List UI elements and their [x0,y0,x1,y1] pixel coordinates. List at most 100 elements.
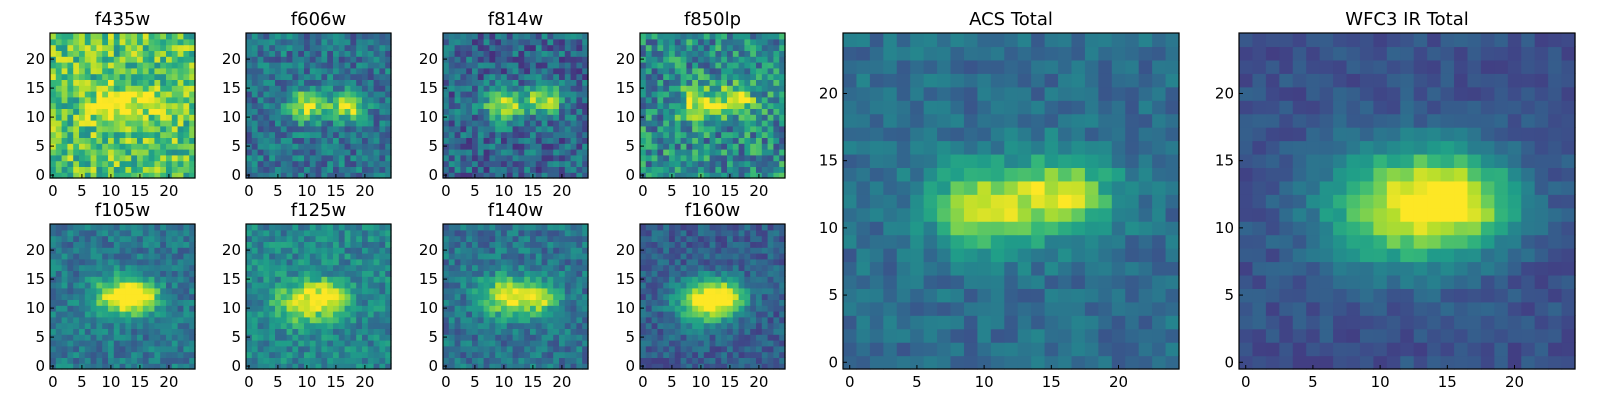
heatmap-cell [483,247,490,254]
heatmap-cell [680,137,687,144]
heatmap-cell [102,166,109,173]
heatmap-cell [280,67,288,75]
heatmap-cell [692,67,699,75]
heatmap-cell [686,33,693,40]
heatmap-cell [547,276,554,283]
heatmap-cell [183,253,190,260]
heatmap-cell [495,322,502,329]
heatmap-cell [477,351,485,358]
heatmap-cell [576,120,583,127]
heatmap-cell [50,287,57,295]
heatmap-cell [102,305,109,312]
heatmap-cell [286,334,293,341]
heatmap-cell [356,85,363,92]
heatmap-cell [61,322,68,329]
heatmap-cell [564,154,572,162]
heatmap-cell [559,73,566,80]
heatmap-cell [119,154,126,162]
heatmap-cell [67,299,74,306]
heatmap-cell [721,143,728,150]
heatmap-cell [304,258,311,266]
heatmap-cell [483,160,490,167]
heatmap-cell [570,137,577,144]
heatmap-cell [350,143,357,150]
heatmap-cell [362,125,369,133]
heatmap-cell [246,33,253,40]
heatmap-cell [373,125,380,133]
heatmap-cell [680,322,687,329]
heatmap-cell [350,305,357,312]
heatmap-cell [448,264,456,271]
heatmap-cell [154,114,161,121]
heatmap-cell [686,172,693,179]
heatmap-cell [553,340,560,347]
heatmap-cell [79,345,86,353]
heatmap-cell [692,322,699,329]
heatmap-cell [756,44,763,51]
heatmap-cell [327,299,334,306]
heatmap-cell [367,305,375,312]
heatmap-cell [102,322,109,329]
heatmap-cell [166,50,173,57]
heatmap-cell [379,172,386,179]
heatmap-cell [142,166,150,173]
heatmap-cell [257,149,264,156]
heatmap-cell [131,276,138,283]
heatmap-cell [518,120,525,127]
heatmap-cell [657,102,664,109]
heatmap-cell [338,345,346,353]
heatmap-cell [582,224,589,231]
heatmap-cell [709,316,716,324]
heatmap-cell [385,73,392,80]
heatmap-cell [148,276,155,283]
heatmap-cell [779,160,786,167]
heatmap-cell [385,172,392,179]
heatmap-cell [732,62,740,69]
heatmap-cell [50,282,57,289]
heatmap-cell [698,340,705,347]
heatmap-cell [738,340,745,347]
heatmap-cell [541,73,548,80]
y-tick-label: 0 [428,357,438,375]
heatmap-cell [304,282,311,289]
heatmap-cell [582,114,589,121]
heatmap-cell [177,235,184,242]
heatmap-cell [553,357,560,364]
heatmap-cell [125,33,132,40]
heatmap-cell [698,282,705,289]
heatmap-cell [448,73,456,80]
heatmap-cell [564,38,572,46]
heatmap-cell [304,160,311,167]
heatmap-cell [286,363,293,370]
heatmap-cell [582,85,589,92]
heatmap-cell [477,73,485,80]
heatmap-cell [669,114,676,121]
heatmap-cell [154,79,161,86]
heatmap-cell [257,345,264,353]
y-tick-label: 20 [419,50,438,68]
heatmap-cell [263,44,270,51]
heatmap-cell [67,166,74,173]
heatmap-cell [113,247,121,254]
heatmap-cell [738,108,745,115]
heatmap-cell [309,33,317,40]
heatmap-cell [686,166,693,173]
heatmap-cell [472,305,479,312]
heatmap-cell [142,258,150,266]
heatmap-cell [275,340,282,347]
heatmap-cell [477,247,485,254]
heatmap-cell [251,131,259,138]
heatmap-cell [55,345,63,353]
heatmap-cell [483,363,490,370]
heatmap-cell [535,264,543,271]
heatmap-cell [79,311,86,318]
heatmap-cell [489,351,496,358]
heatmap-cell [779,50,786,57]
heatmap-cell [379,322,386,329]
heatmap-cell [55,172,63,179]
heatmap-cell [640,282,647,289]
heatmap-cell [506,85,514,92]
heatmap-cell [715,125,722,133]
heatmap-cell [67,328,74,335]
